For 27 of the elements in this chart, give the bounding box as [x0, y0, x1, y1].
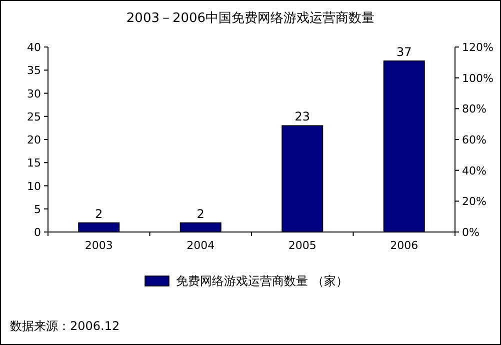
data-label: 37	[396, 44, 412, 59]
data-label: 2	[196, 206, 204, 221]
y2-tick-label: 20%	[462, 195, 486, 208]
y2-tick-label: 40%	[462, 164, 486, 178]
x-tick-label: 2006	[390, 239, 418, 252]
y2-tick-label: 80%	[462, 102, 486, 116]
y2-tick-label: 120%	[462, 41, 494, 54]
data-label: 23	[294, 110, 310, 124]
x-tick-label: 2003	[84, 239, 113, 252]
source-note: 数据来源：2006.12	[10, 319, 120, 333]
x-tick-label: 2004	[186, 239, 215, 252]
y-tick-label: 30	[27, 87, 41, 100]
y2-tick-label: 60%	[462, 134, 486, 146]
y-tick-label: 0	[34, 226, 41, 239]
y2-tick-label: 100%	[462, 72, 494, 85]
x-tick-label: 2005	[288, 239, 316, 252]
y-tick-label: 35	[27, 64, 41, 78]
y2-tick-label: 0%	[462, 226, 480, 239]
y-tick-label: 40	[27, 41, 41, 54]
y-tick-label: 15	[27, 156, 41, 170]
y-tick-label: 5	[34, 202, 41, 216]
chart-title: 2003－2006中国免费网络游戏运营商数量	[126, 11, 375, 26]
y-tick-label: 10	[27, 180, 41, 193]
legend-label: 免费网络游戏运营商数量 （家）	[176, 274, 348, 288]
y-tick-label: 25	[27, 110, 41, 124]
data-label: 2	[95, 206, 103, 221]
y-tick-label: 20	[27, 134, 41, 146]
